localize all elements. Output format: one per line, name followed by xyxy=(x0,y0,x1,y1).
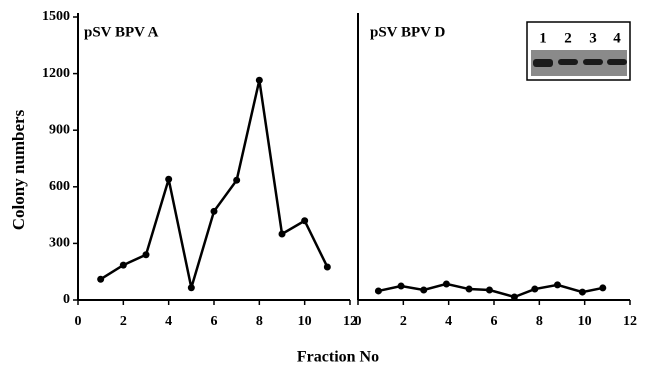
data-point xyxy=(279,230,286,237)
y-tick-label: 1500 xyxy=(42,9,70,24)
data-point xyxy=(120,262,127,269)
data-point xyxy=(375,287,382,294)
y-tick-label: 1200 xyxy=(42,66,70,81)
data-point xyxy=(301,217,308,224)
x-tick-label: 10 xyxy=(578,314,592,329)
data-point xyxy=(256,77,263,84)
data-line xyxy=(101,80,328,288)
y-tick-label: 300 xyxy=(49,236,70,251)
gel-band xyxy=(583,59,603,65)
panel-title: pSV BPV A xyxy=(84,24,159,40)
data-point xyxy=(466,286,473,293)
data-point xyxy=(233,177,240,184)
x-tick-label: 10 xyxy=(298,314,312,329)
gel-band xyxy=(533,59,553,67)
data-point xyxy=(324,263,331,270)
data-point xyxy=(443,280,450,287)
x-tick-label: 6 xyxy=(491,314,498,329)
data-point xyxy=(420,287,427,294)
y-tick-label: 900 xyxy=(49,122,70,137)
x-tick-label: 4 xyxy=(445,314,452,329)
panel-title: pSV BPV D xyxy=(370,24,445,40)
data-point xyxy=(97,276,104,283)
data-point xyxy=(486,287,493,294)
data-point xyxy=(188,284,195,291)
data-point xyxy=(511,293,518,300)
x-tick-label: 2 xyxy=(400,314,407,329)
x-tick-label: 6 xyxy=(211,314,218,329)
lane-label: 4 xyxy=(613,30,621,46)
data-point xyxy=(398,283,405,290)
x-tick-label: 8 xyxy=(256,314,263,329)
data-point xyxy=(599,284,606,291)
data-point xyxy=(554,281,561,288)
data-point xyxy=(531,286,538,293)
chart: 024681012030060090012001500pSV BPV AColo… xyxy=(0,0,646,372)
data-point xyxy=(143,251,150,258)
x-tick-label: 0 xyxy=(75,314,82,329)
x-tick-label: 0 xyxy=(355,314,362,329)
y-axis-label: Colony numbers xyxy=(9,109,28,230)
data-point xyxy=(579,289,586,296)
x-tick-label: 12 xyxy=(623,314,637,329)
y-tick-label: 0 xyxy=(63,292,70,307)
x-tick-label: 8 xyxy=(536,314,543,329)
data-point xyxy=(211,208,218,215)
lane-label: 3 xyxy=(589,30,597,46)
gel-band xyxy=(558,59,578,65)
gel-band xyxy=(607,59,627,65)
lane-label: 2 xyxy=(564,30,572,46)
data-point xyxy=(165,176,172,183)
x-tick-label: 2 xyxy=(120,314,127,329)
y-tick-label: 600 xyxy=(49,179,70,194)
lane-label: 1 xyxy=(539,30,547,46)
x-axis-label: Fraction No xyxy=(297,349,379,366)
x-tick-label: 4 xyxy=(165,314,172,329)
